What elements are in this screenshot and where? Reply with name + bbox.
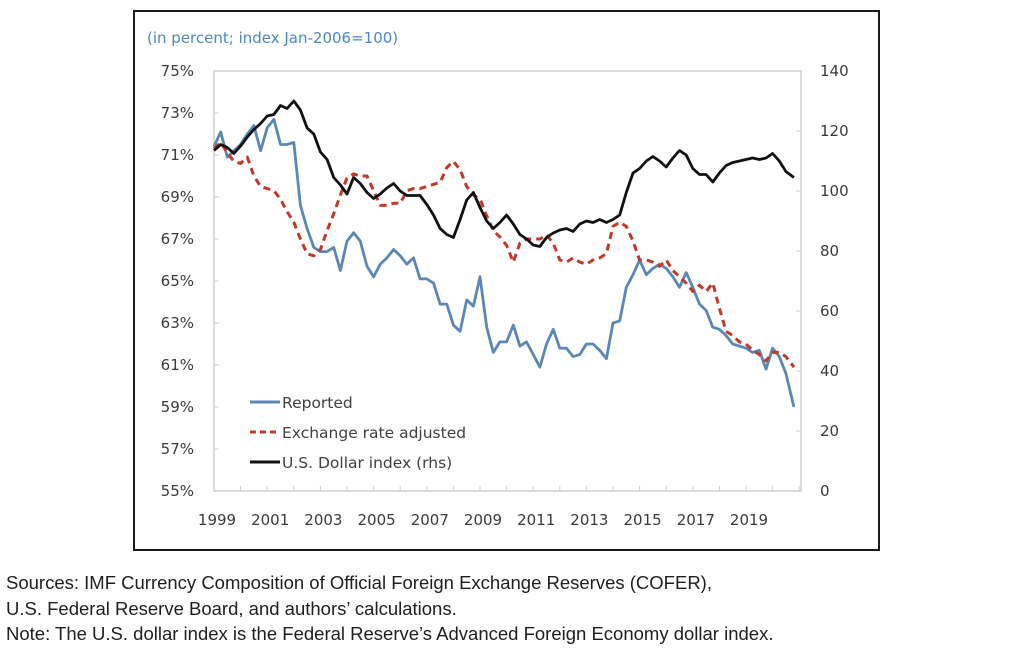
x-tick-label: 2009 xyxy=(464,511,502,529)
legend-item-reported: Reported xyxy=(250,394,353,412)
legend-item-dollar-index: U.S. Dollar index (rhs) xyxy=(250,454,452,472)
x-tick-label: 2019 xyxy=(730,511,768,529)
reported-line xyxy=(212,117,796,408)
legend-label: U.S. Dollar index (rhs) xyxy=(282,454,452,472)
right-y-axis: 140 120 100 80 60 40 20 0 xyxy=(796,62,849,500)
right-tick-label: 0 xyxy=(820,482,830,500)
x-axis: 1999 2001 2003 2005 2007 2009 2011 2013 2015 2017… xyxy=(198,486,800,529)
right-tick-label: 40 xyxy=(820,362,839,380)
x-tick-label: 2003 xyxy=(304,511,342,529)
right-tick-label: 60 xyxy=(820,302,839,320)
x-tick-label: 2005 xyxy=(358,511,396,529)
right-tick-label: 100 xyxy=(820,182,849,200)
legend: Reported Exchange rate adjusted U.S. Dolla… xyxy=(250,394,466,472)
legend-label: Exchange rate adjusted xyxy=(282,424,466,442)
x-tick-label: 2001 xyxy=(251,511,289,529)
dollar-index-line xyxy=(213,99,795,248)
right-tick-label: 120 xyxy=(820,122,849,140)
x-tick-label: 1999 xyxy=(198,511,236,529)
x-tick-label: 2015 xyxy=(624,511,662,529)
left-tick-label: 63% xyxy=(161,314,194,332)
left-tick-label: 57% xyxy=(161,440,194,458)
note-line: Note: The U.S. dollar index is the Feder… xyxy=(6,623,774,644)
right-tick-label: 20 xyxy=(820,422,839,440)
x-tick-label: 2007 xyxy=(411,511,449,529)
left-tick-label: 75% xyxy=(161,62,194,80)
left-tick-label: 61% xyxy=(161,356,194,374)
left-tick-label: 65% xyxy=(161,272,194,290)
chart: 75% 73% 71% 69% 67% 65% 63% 61% 59% 57% 55% 140 120… xyxy=(161,62,849,529)
legend-item-exchange-rate-adjusted: Exchange rate adjusted xyxy=(250,424,466,442)
chart-subtitle: (in percent; index Jan-2006=100) xyxy=(147,29,399,47)
left-tick-label: 55% xyxy=(161,482,194,500)
exchange-rate-adjusted-line xyxy=(212,140,796,369)
x-tick-label: 2017 xyxy=(677,511,715,529)
left-tick-label: 73% xyxy=(161,104,194,122)
legend-label: Reported xyxy=(282,394,353,412)
x-tick-label: 2011 xyxy=(517,511,555,529)
right-tick-label: 140 xyxy=(820,62,849,80)
right-tick-label: 80 xyxy=(820,242,839,260)
left-tick-label: 69% xyxy=(161,188,194,206)
sources-line-1: Sources: IMF Currency Composition of Off… xyxy=(6,572,712,593)
sources-line-2: U.S. Federal Reserve Board, and authors’… xyxy=(6,597,457,619)
left-tick-label: 71% xyxy=(161,146,194,164)
source-notes: Sources: IMF Currency Composition of Off… xyxy=(6,570,773,647)
left-tick-label: 67% xyxy=(161,230,194,248)
left-tick-label: 59% xyxy=(161,398,194,416)
series-lines xyxy=(212,99,796,408)
x-tick-label: 2013 xyxy=(570,511,608,529)
left-y-axis: 75% 73% 71% 69% 67% 65% 63% 61% 59% 57% 55% xyxy=(161,62,219,500)
